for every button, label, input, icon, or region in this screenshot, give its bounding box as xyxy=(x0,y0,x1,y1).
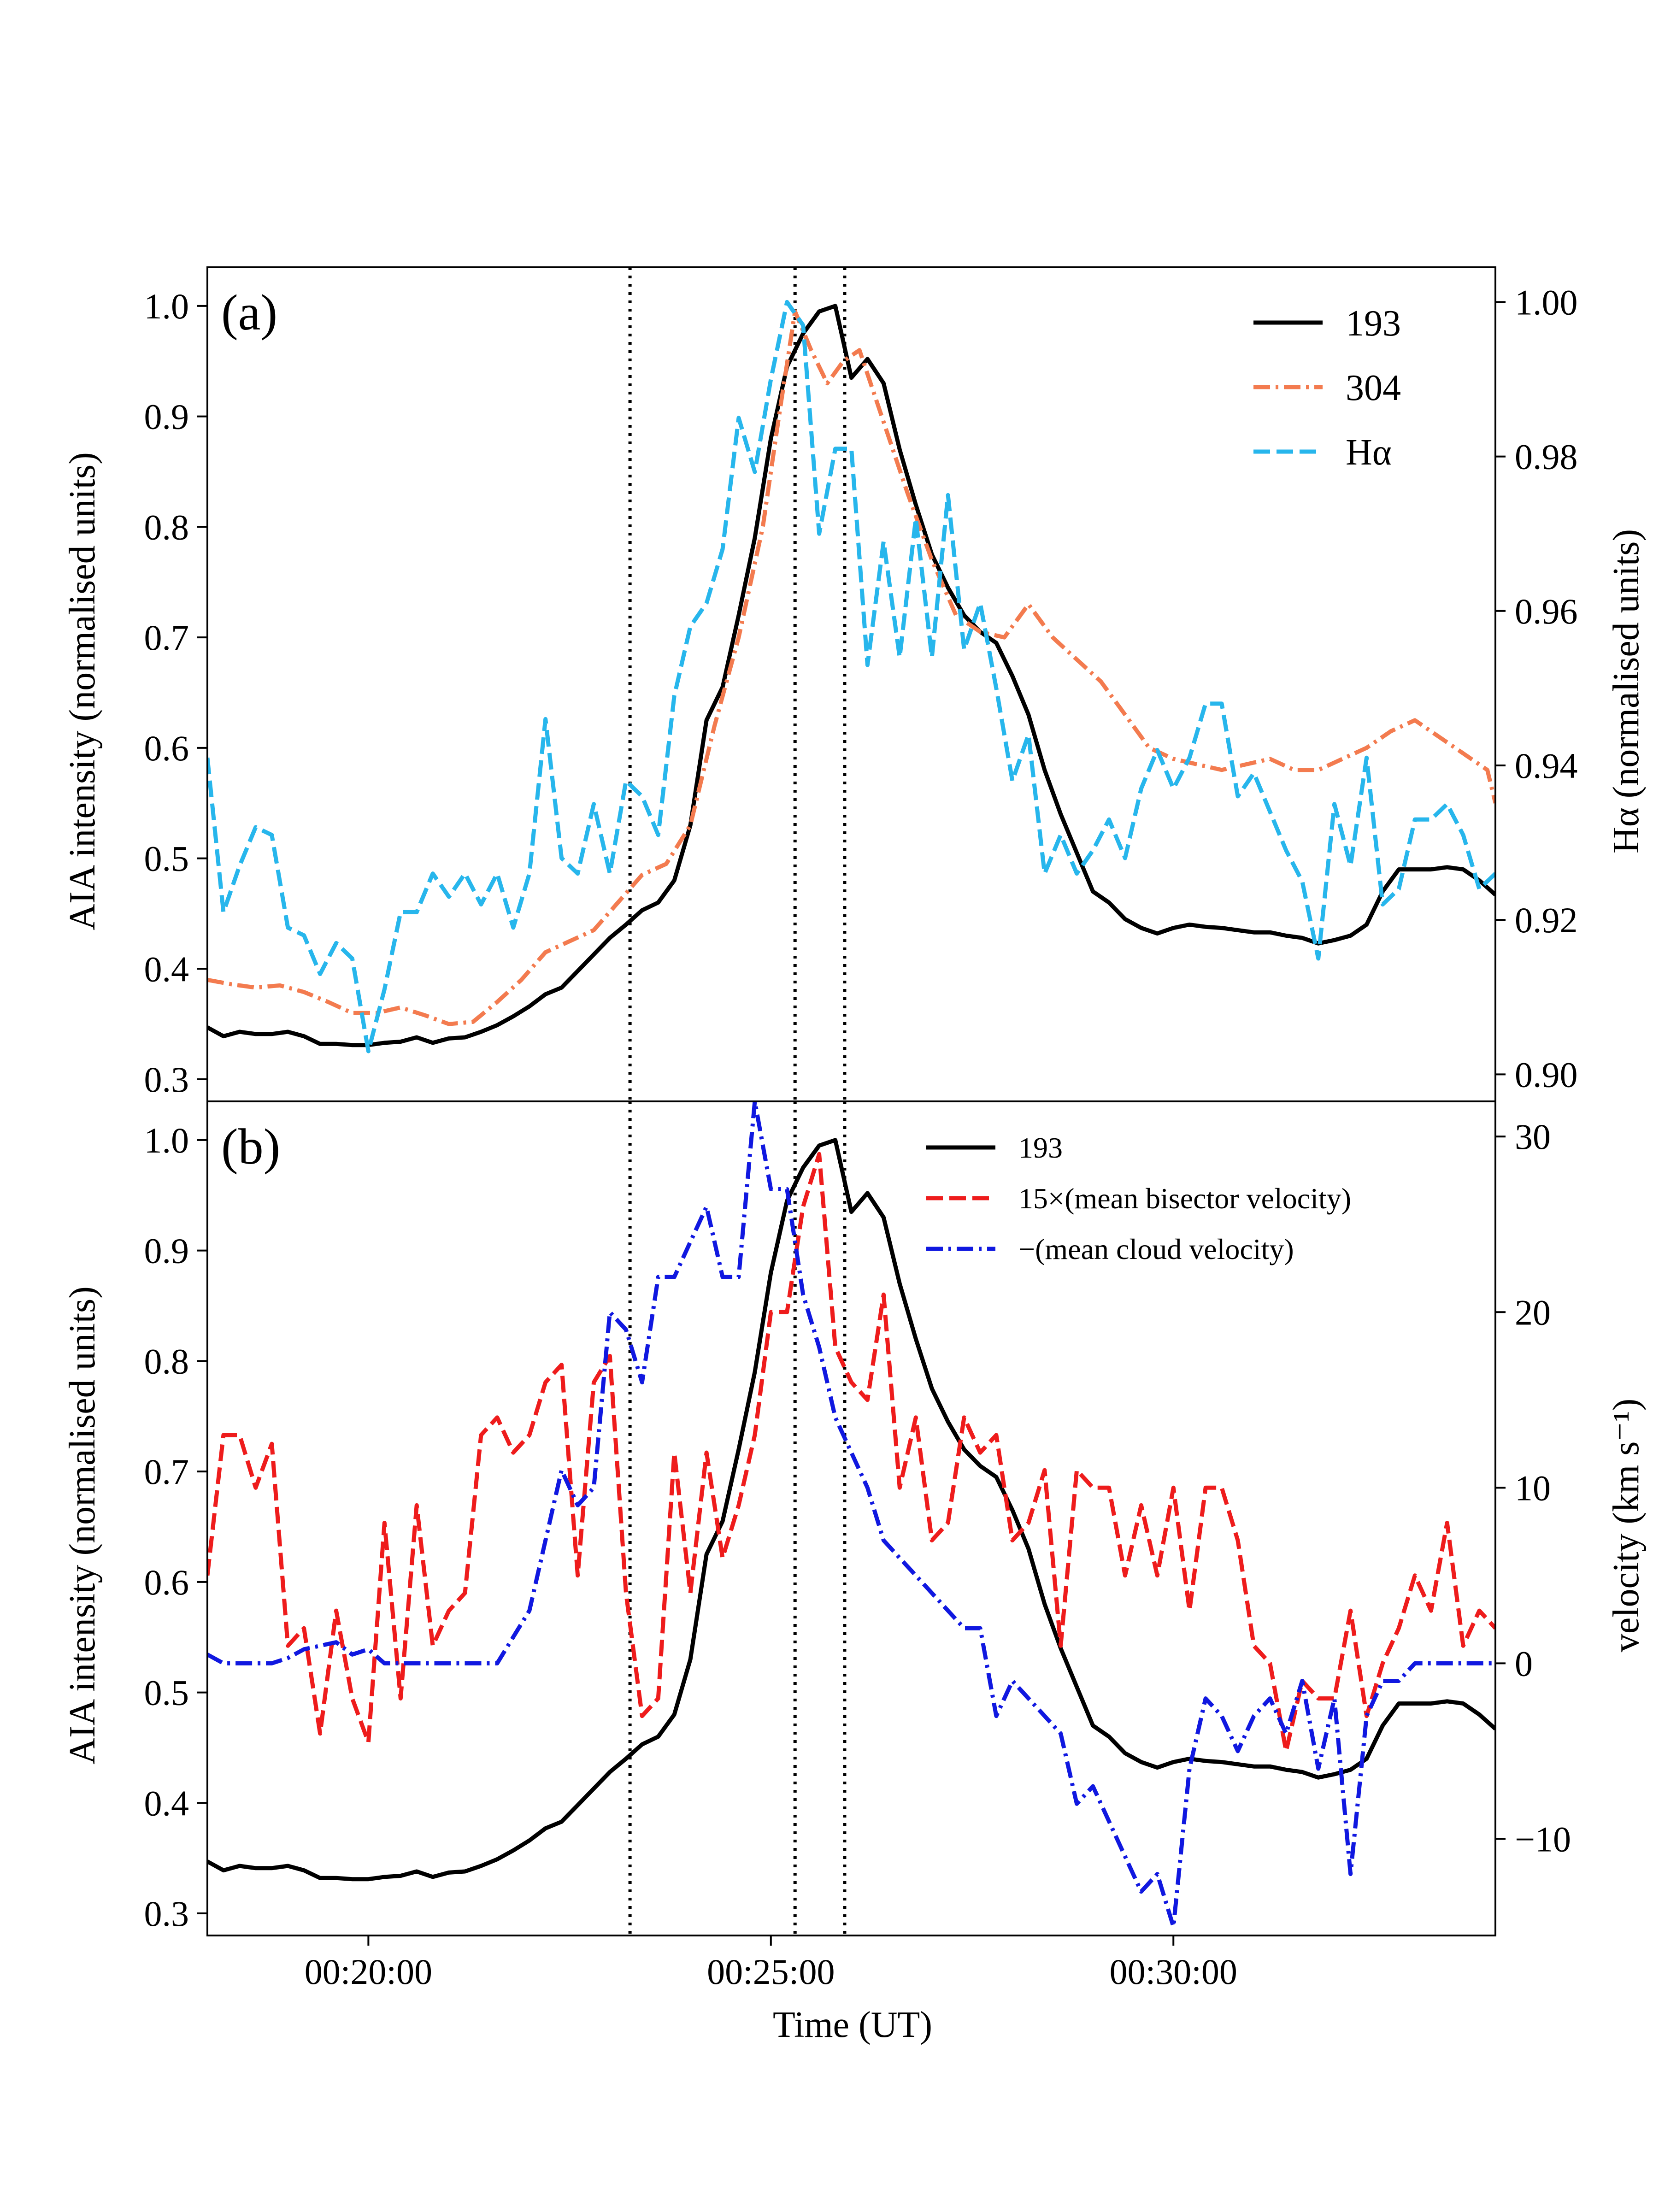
panel-b-ytick-label-4: 0.7 xyxy=(144,1452,189,1492)
panel-b-y2tick-label-3: 20 xyxy=(1515,1292,1551,1332)
panel-a-y2tick-label-0: 0.90 xyxy=(1515,1054,1578,1094)
panel-b-ytick-label-3: 0.6 xyxy=(144,1562,189,1602)
x-axis-title: Time (UT) xyxy=(773,2005,932,2045)
panel-a-ytick-label-2: 0.5 xyxy=(144,839,189,879)
panel-a-letter: (a) xyxy=(221,284,277,341)
panel-a-y2label: Hα (normalised units) xyxy=(1606,529,1647,853)
panel-a-ytick-label-7: 1.0 xyxy=(144,286,189,326)
panel-b-y2tick-label-2: 10 xyxy=(1515,1468,1551,1508)
panel-b-legend-label-0: 193 xyxy=(1018,1131,1063,1164)
panel-b-y2tick-label-1: 0 xyxy=(1515,1643,1533,1683)
panel-b-frame xyxy=(206,1100,1496,1936)
panel-a-y2tick-label-3: 0.96 xyxy=(1515,591,1578,631)
panel-a: 0.3 0.4 0.5 0.6 0.7 0.8 0.9 1.0 0.90 0.92 0.94 0.96… xyxy=(144,266,1578,1102)
panel-a-ytick-label-6: 0.9 xyxy=(144,397,189,437)
panel-a-legend-label-0: 193 xyxy=(1346,303,1401,344)
panel-b-ytick-label-0: 0.3 xyxy=(144,1894,189,1934)
panel-a-series-193-line xyxy=(207,304,1495,1047)
panel-b-ytick-label-1: 0.4 xyxy=(144,1783,189,1823)
panel-b-xtick-label-2: 00:30:00 xyxy=(1110,1952,1237,1992)
panel-b-ytick-label-6: 0.9 xyxy=(144,1231,189,1271)
panel-a-ytick-label-1: 0.4 xyxy=(144,949,189,989)
panel-b-letter: (b) xyxy=(221,1118,280,1175)
panel-a-legend-label-1: 304 xyxy=(1346,368,1401,408)
panel-b: 0.3 0.4 0.5 0.6 0.7 0.8 0.9 1.0 −10 0 10 20 30 00:20:… xyxy=(144,1100,1571,1992)
panel-a-ytick-label-4: 0.7 xyxy=(144,618,189,658)
panel-b-legend-label-1: 15×(mean bisector velocity) xyxy=(1018,1182,1351,1215)
panel-a-y2tick-label-5: 1.00 xyxy=(1515,282,1578,322)
panel-b-y2tick-label-4: 30 xyxy=(1515,1117,1551,1157)
panel-a-ylabel: AIA intensity (normalised units) xyxy=(62,452,103,930)
panel-a-series-h-line xyxy=(207,300,1495,1053)
panel-a-ytick-label-5: 0.8 xyxy=(144,507,189,547)
panel-b-ylabel: AIA intensity (normalised units) xyxy=(62,1286,103,1765)
panel-b-ytick-label-5: 0.8 xyxy=(144,1341,189,1381)
panel-a-legend-label-2: Hα xyxy=(1346,432,1392,473)
panel-b-ytick-label-7: 1.0 xyxy=(144,1120,189,1160)
panel-b-series-193-line xyxy=(207,1138,1495,1882)
panel-b-series-mean-cloud-velocity-line xyxy=(207,1101,1495,1929)
panel-a-y2tick-label-1: 0.92 xyxy=(1515,900,1578,940)
panel-a-ytick-label-3: 0.6 xyxy=(144,728,189,768)
panel-b-y2label: velocity (km s⁻¹) xyxy=(1606,1399,1647,1653)
panel-b-legend-label-2: −(mean cloud velocity) xyxy=(1018,1233,1294,1265)
panel-a-ytick-label-0: 0.3 xyxy=(144,1059,189,1100)
panel-b-xtick-label-1: 00:25:00 xyxy=(707,1952,835,1992)
panel-b-y2tick-label-0: −10 xyxy=(1515,1819,1571,1859)
panel-a-y2tick-label-4: 0.98 xyxy=(1515,437,1578,477)
panel-b-xtick-label-0: 00:20:00 xyxy=(305,1952,432,1992)
panel-b-ytick-label-2: 0.5 xyxy=(144,1673,189,1713)
panel-a-y2tick-label-2: 0.94 xyxy=(1515,746,1578,786)
